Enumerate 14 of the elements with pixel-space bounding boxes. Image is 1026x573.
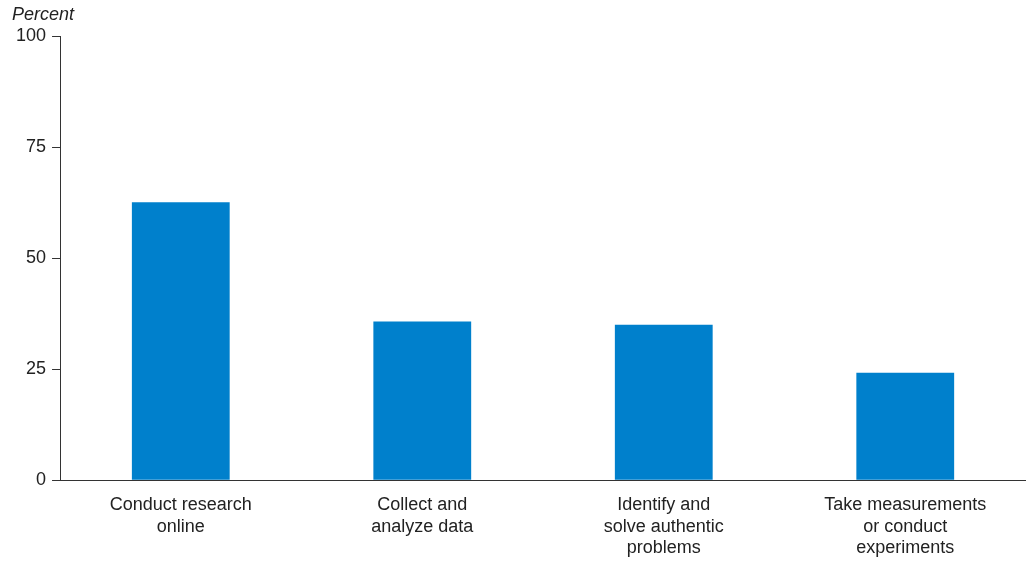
bar	[856, 372, 955, 480]
y-tick-label: 100	[15, 24, 47, 45]
y-tick-label: 50	[26, 247, 47, 268]
y-axis-title: Percent	[12, 4, 75, 25]
bar	[614, 324, 713, 480]
x-tick-label: Conduct research online	[109, 493, 252, 536]
y-tick-label: 75	[26, 136, 47, 157]
y-tick-label: 0	[36, 469, 47, 490]
x-tick-label: Identify and solve authentic problems	[603, 493, 724, 558]
x-tick-label: Take measurements or conduct experiments	[824, 493, 987, 558]
x-tick-label: Collect and analyze data	[371, 493, 475, 536]
bar	[131, 202, 230, 480]
y-tick-label: 25	[26, 358, 47, 379]
bar	[373, 321, 472, 480]
